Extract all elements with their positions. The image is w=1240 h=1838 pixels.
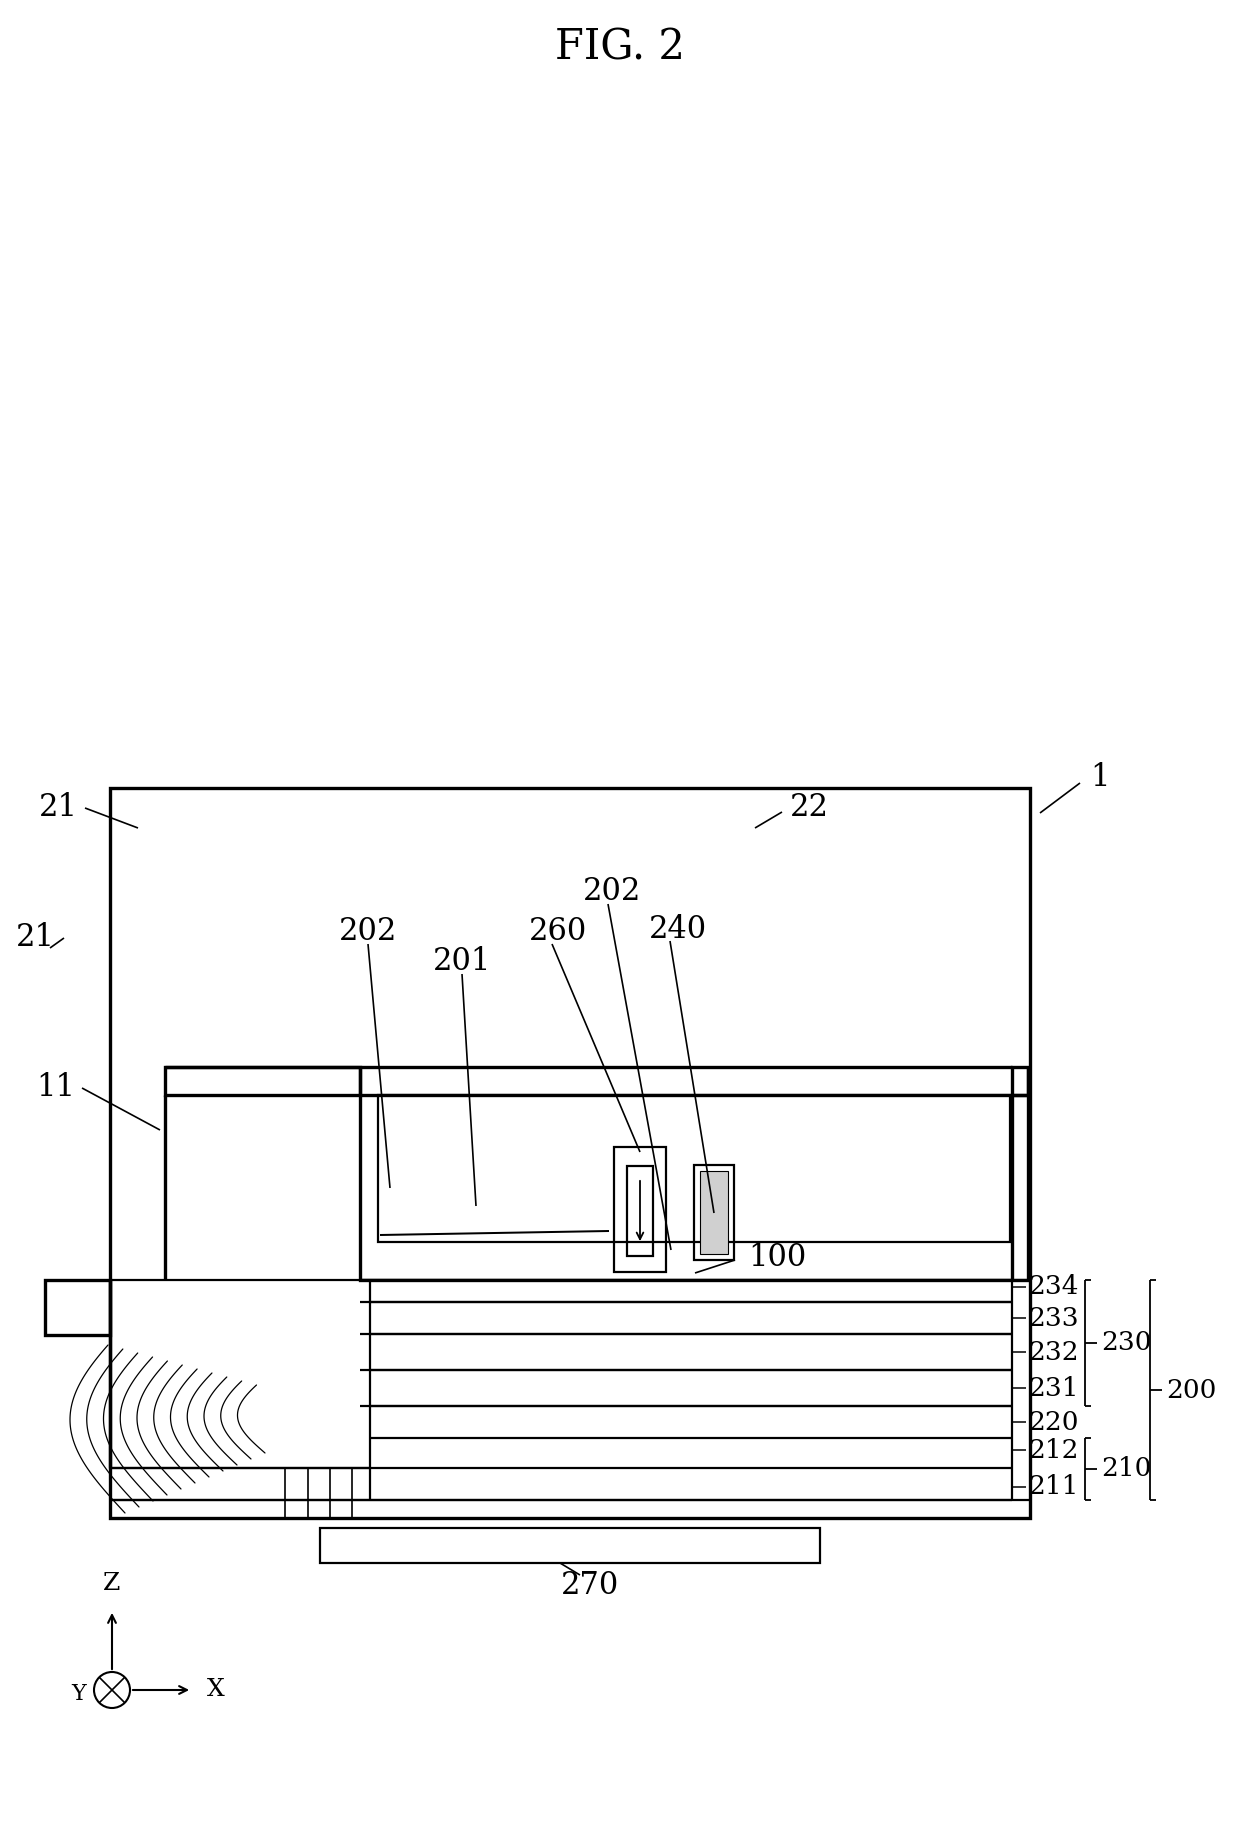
Text: X: X — [207, 1678, 224, 1702]
Text: FIG. 2: FIG. 2 — [556, 28, 684, 70]
Text: 1: 1 — [1090, 763, 1110, 794]
Text: 233: 233 — [1028, 1305, 1079, 1331]
Text: 210: 210 — [1101, 1456, 1152, 1481]
Text: 270: 270 — [560, 1570, 619, 1601]
Text: 22: 22 — [790, 792, 830, 823]
Text: 220: 220 — [1028, 1410, 1079, 1434]
Text: 212: 212 — [1028, 1437, 1079, 1463]
Text: 211: 211 — [1028, 1474, 1079, 1500]
Text: 234: 234 — [1028, 1274, 1079, 1299]
Text: Z: Z — [103, 1571, 120, 1595]
Bar — [614, 1147, 666, 1272]
Text: 201: 201 — [433, 947, 491, 978]
Bar — [165, 1068, 360, 1095]
Text: Y: Y — [71, 1684, 86, 1706]
Bar — [45, 1279, 110, 1334]
Text: 232: 232 — [1028, 1340, 1079, 1364]
Bar — [627, 1165, 653, 1255]
Bar — [110, 789, 1030, 1518]
Text: 200: 200 — [1166, 1377, 1216, 1402]
Text: 260: 260 — [529, 917, 587, 948]
Text: 230: 230 — [1101, 1331, 1152, 1355]
Text: 100: 100 — [748, 1242, 806, 1274]
Bar — [360, 1095, 1028, 1279]
Text: 202: 202 — [583, 877, 641, 908]
Bar — [694, 1165, 734, 1261]
Bar — [1012, 1068, 1028, 1095]
Text: 21: 21 — [38, 792, 78, 823]
Text: 21: 21 — [16, 923, 55, 954]
Bar — [320, 1527, 820, 1562]
Text: 231: 231 — [1028, 1375, 1079, 1401]
Bar — [701, 1171, 728, 1254]
Text: 240: 240 — [649, 913, 707, 945]
Text: 11: 11 — [36, 1073, 74, 1103]
Text: 202: 202 — [339, 917, 397, 948]
Bar — [378, 1095, 1011, 1242]
